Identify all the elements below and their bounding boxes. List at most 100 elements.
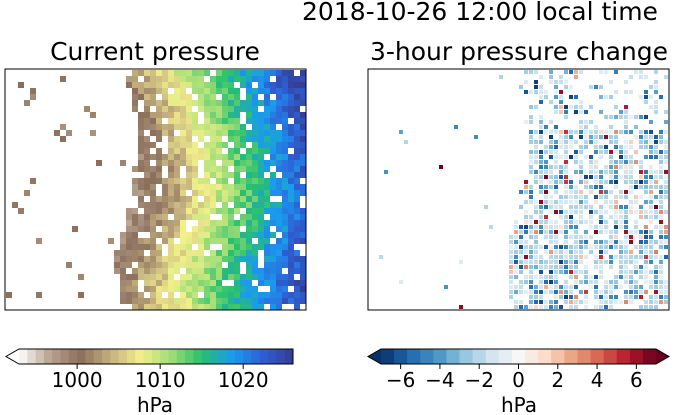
pressure-change-pixel: [579, 200, 583, 204]
pressure-change-pixel: [544, 235, 548, 239]
pressure-pixel: [192, 292, 198, 298]
pressure-pixel: [156, 106, 162, 112]
pressure-change-pixel: [644, 210, 648, 214]
pressure-pixel: [288, 280, 294, 286]
pressure-change-pixel: [594, 175, 598, 179]
pressure-pixel: [234, 166, 240, 172]
pressure-change-pixel: [629, 240, 633, 244]
pressure-pixel: [210, 292, 216, 298]
pressure-pixel: [198, 184, 204, 190]
pressure-change-pixel: [659, 265, 663, 269]
pressure-change-pixel: [604, 220, 608, 224]
pressure-change-pixel: [594, 245, 598, 249]
pressure-change-pixel: [604, 305, 608, 309]
pressure-pixel: [144, 166, 150, 172]
pressure-pixel: [240, 298, 246, 304]
pressure-pixel: [246, 202, 252, 208]
pressure-pixel: [276, 274, 282, 280]
pressure-pixel: [186, 208, 192, 214]
pressure-pixel: [180, 88, 186, 94]
pressure-pixel: [294, 238, 300, 244]
pressure-change-pixel: [589, 175, 593, 179]
pressure-change-pixel: [639, 290, 643, 294]
pressure-change-pixel: [559, 180, 563, 184]
pressure-pixel: [258, 268, 264, 274]
pressure-change-pixel: [539, 255, 543, 259]
pressure-change-pixel: [654, 265, 658, 269]
pressure-change-pixel: [599, 270, 603, 274]
pressure-change-pixel: [609, 165, 613, 169]
pressure-change-pixel: [639, 130, 643, 134]
pressure-pixel: [252, 118, 258, 124]
pressure-pixel: [120, 244, 126, 250]
pressure-change-pixel: [569, 220, 573, 224]
pressure-pixel: [138, 274, 144, 280]
pressure-change-pixel: [629, 285, 633, 289]
pressure-change-pixel: [589, 135, 593, 139]
pressure-pixel: [264, 130, 270, 136]
pressure-change-pixel: [554, 190, 558, 194]
pressure-change-pixel: [614, 295, 618, 299]
pressure-pixel: [264, 82, 270, 88]
pressure-pixel: [162, 76, 168, 82]
pressure-change-pixel: [659, 140, 663, 144]
pressure-pixel: [132, 190, 138, 196]
pressure-change-pixel: [609, 245, 613, 249]
pressure-change-pixel: [664, 145, 668, 149]
pressure-change-pixel: [609, 255, 613, 259]
pressure-change-pixel: [634, 290, 638, 294]
pressure-pixel: [132, 226, 138, 232]
pressure-pixel: [210, 280, 216, 286]
pressure-change-pixel: [569, 155, 573, 159]
colorbar-cell: [446, 349, 461, 364]
pressure-change-pixel: [639, 240, 643, 244]
pressure-change-pixel: [579, 300, 583, 304]
pressure-change-pixel: [549, 165, 553, 169]
pressure-change-pixel: [644, 200, 648, 204]
pressure-change-pixel: [509, 295, 513, 299]
pressure-pixel: [264, 292, 270, 298]
pressure-pixel: [210, 166, 216, 172]
pressure-pixel: [288, 130, 294, 136]
pressure-pixel: [288, 274, 294, 280]
pressure-pixel: [300, 238, 306, 244]
pressure-change-pixel: [529, 220, 533, 224]
pressure-change-pixel: [629, 300, 633, 304]
pressure-pixel: [162, 70, 168, 76]
pressure-pixel: [216, 136, 222, 142]
pressure-pixel: [258, 100, 264, 106]
pressure-pixel: [132, 166, 138, 172]
pressure-pixel: [270, 220, 276, 226]
pressure-pixel: [150, 88, 156, 94]
pressure-change-pixel: [604, 195, 608, 199]
pressure-change-pixel: [539, 165, 543, 169]
pressure-change-pixel: [534, 160, 538, 164]
pressure-pixel: [258, 178, 264, 184]
pressure-change-pixel: [549, 260, 553, 264]
pressure-pixel: [264, 184, 270, 190]
pressure-pixel: [174, 250, 180, 256]
pressure-pixel: [120, 298, 126, 304]
pressure-change-pixel: [569, 290, 573, 294]
pressure-change-pixel: [539, 155, 543, 159]
pressure-pixel: [264, 196, 270, 202]
pressure-pixel: [222, 304, 228, 310]
pressure-change-pixel: [404, 140, 408, 144]
pressure-change-pixel: [649, 230, 653, 234]
pressure-pixel: [300, 226, 306, 232]
pressure-pixel: [270, 70, 276, 76]
pressure-pixel: [252, 196, 258, 202]
pressure-pixel: [132, 250, 138, 256]
pressure-change-pixel: [634, 280, 638, 284]
pressure-change-pixel: [399, 280, 403, 284]
pressure-change-pixel: [614, 165, 618, 169]
pressure-pixel: [120, 232, 126, 238]
pressure-pixel: [246, 70, 252, 76]
pressure-change-pixel: [574, 300, 578, 304]
pressure-pixel: [234, 124, 240, 130]
pressure-change-pixel: [539, 170, 543, 174]
colorbar-cell: [525, 349, 539, 364]
pressure-pixel: [138, 238, 144, 244]
colorbar-tick-label: 1010: [135, 368, 186, 392]
pressure-pixel: [192, 262, 198, 268]
